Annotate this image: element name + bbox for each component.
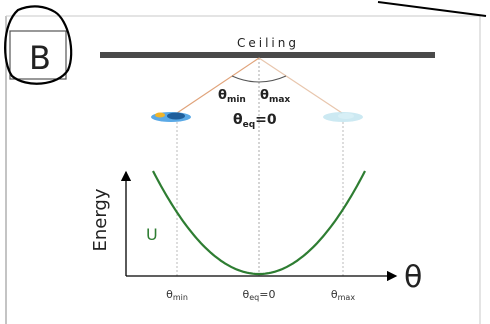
pendulum-bob-left [151,112,191,122]
curve-label: U [146,225,158,244]
energy-curve [152,170,366,276]
bob-left-core [167,112,185,120]
theta-max-label-main: θ [260,88,269,103]
equilibrium-label-sub: eq [243,120,256,130]
tick-label-theta-min-sub: min [173,293,188,302]
panel-label-box [9,30,67,80]
theta-min-label: θmin [218,88,246,105]
tick-label-theta-eq: θeq=0 [243,288,276,302]
tick-label-theta-max-main: θ [331,288,338,301]
tick-label-theta-eq-suffix: =0 [259,288,275,301]
theta-max-label: θmax [260,88,290,105]
pendulum-bob-right-ghost [323,112,363,122]
tick-label-theta-eq-sub: eq [249,293,259,302]
y-axis-label: Energy [90,188,111,251]
tick-label-theta-eq-main: θ [243,288,250,301]
equilibrium-label-main: θ [233,112,243,128]
panel-label-circle [4,5,73,85]
ceiling-label: Ceiling [237,36,299,50]
ceiling-bar [100,52,435,58]
bob-right-core [338,113,354,119]
panel-label: B [4,5,73,85]
bob-left-highlight [155,112,165,118]
annotation-stroke [377,1,487,17]
equilibrium-label: θeq=0 [233,112,277,130]
panel-label-text: B [29,39,51,77]
tick-label-theta-min-main: θ [166,288,173,301]
tick-label-theta-max: θmax [331,288,355,302]
x-axis-label: θ [404,260,422,295]
equilibrium-label-suffix: =0 [255,112,277,128]
pendulum-string-right [258,57,343,114]
tick-label-theta-min: θmin [166,288,188,302]
tick-label-theta-max-sub: max [338,293,356,302]
theta-min-label-main: θ [218,88,227,103]
theta-max-label-sub: max [269,95,290,105]
angle-arc [231,75,287,83]
pendulum-string-left [176,57,260,114]
theta-min-label-sub: min [227,95,246,105]
